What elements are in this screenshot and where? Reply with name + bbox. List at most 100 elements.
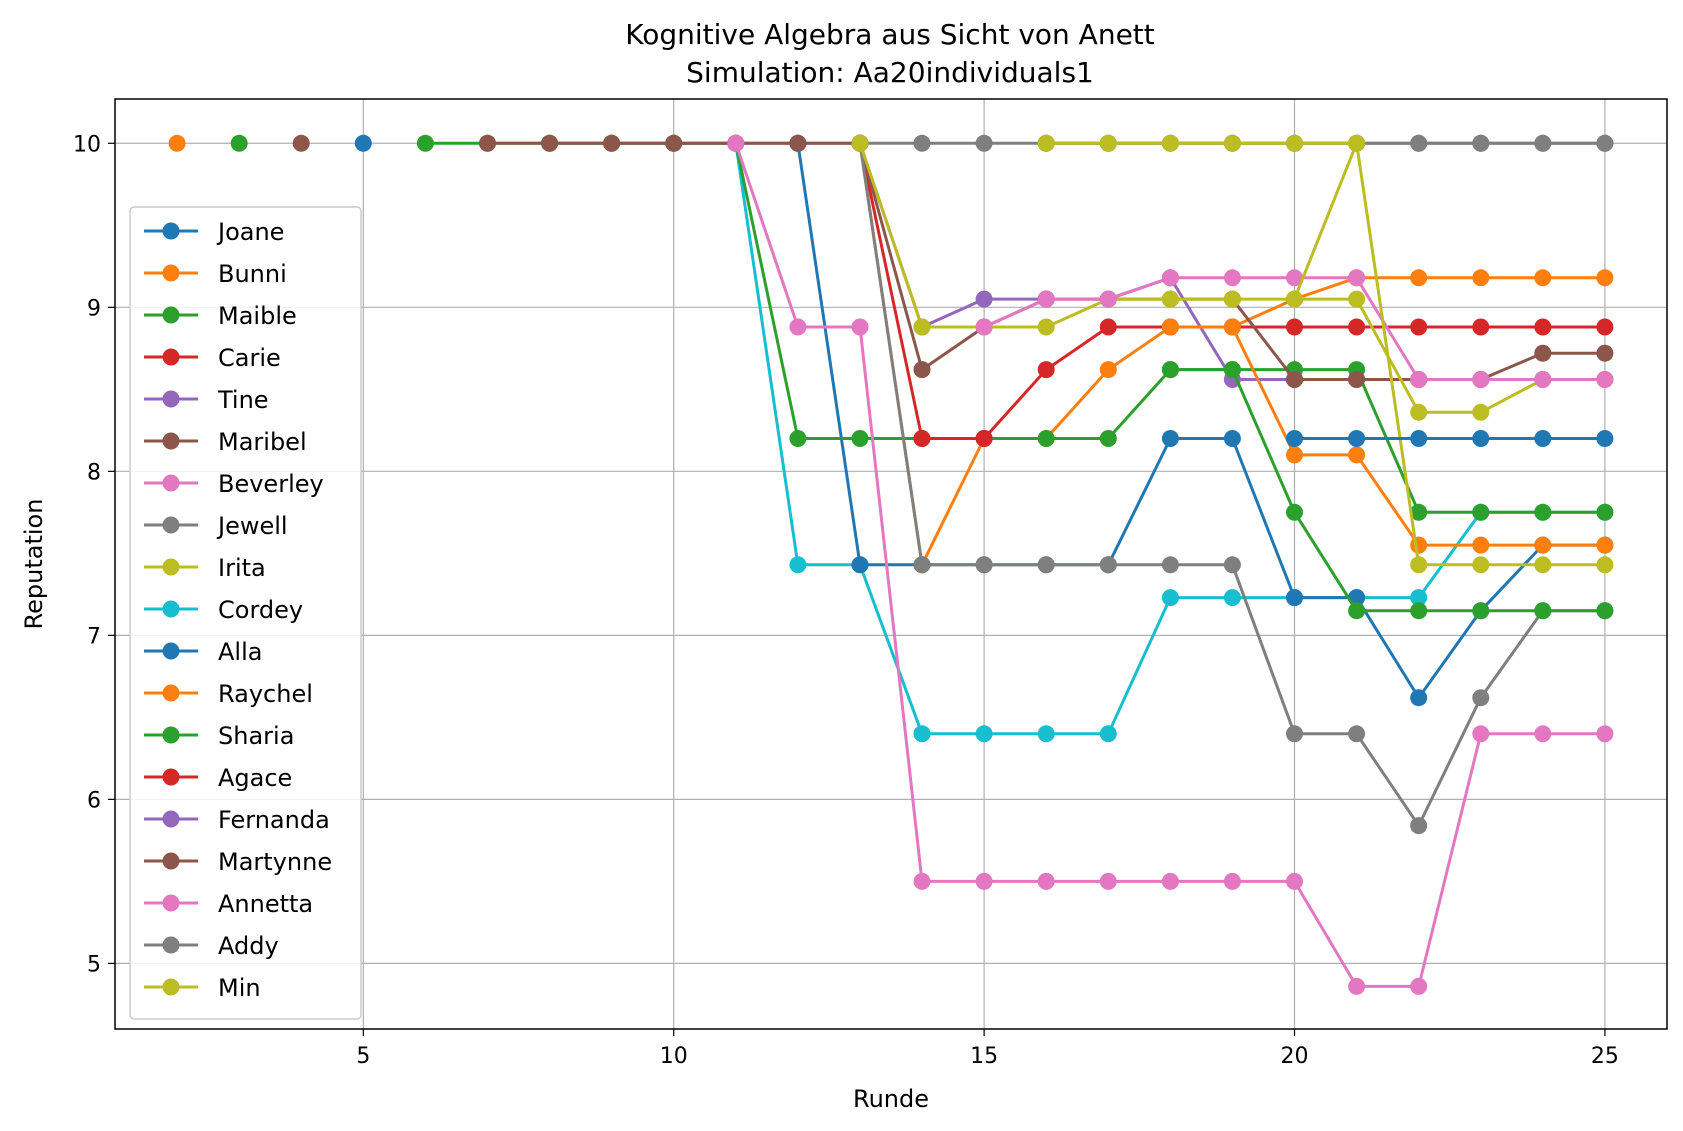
series-unlabeled-23 bbox=[1286, 430, 1614, 447]
data-point bbox=[1099, 430, 1117, 447]
data-point bbox=[1534, 556, 1552, 574]
data-point bbox=[975, 290, 993, 308]
data-point bbox=[789, 134, 807, 152]
data-point bbox=[789, 556, 807, 574]
data-point bbox=[1286, 725, 1303, 743]
legend-item: Bunni bbox=[144, 260, 287, 288]
data-point bbox=[975, 318, 993, 336]
legend: Joane Bunni Maible Carie Tine Maribel Beverley… bbox=[129, 206, 362, 1020]
data-point bbox=[1286, 446, 1303, 464]
legend-item: Annetta bbox=[144, 890, 313, 918]
legend-item: Fernanda bbox=[144, 806, 330, 834]
data-point bbox=[1348, 446, 1366, 464]
x-tick-label: 25 bbox=[1591, 1044, 1619, 1069]
legend-item: Raychel bbox=[144, 680, 313, 708]
data-point bbox=[1534, 269, 1552, 287]
data-point bbox=[1223, 361, 1241, 379]
y-tick-label: 8 bbox=[87, 460, 101, 485]
data-point bbox=[1410, 503, 1428, 521]
data-point bbox=[665, 134, 683, 152]
series-unlabeled-19 bbox=[1161, 361, 1614, 620]
data-point bbox=[1534, 725, 1552, 743]
data-point bbox=[1223, 290, 1241, 308]
legend-label: Joane bbox=[216, 218, 284, 246]
data-point bbox=[1161, 134, 1179, 152]
data-point bbox=[1099, 725, 1117, 743]
legend-swatch-marker bbox=[162, 348, 180, 366]
legend-swatch-marker bbox=[162, 264, 180, 282]
data-point bbox=[975, 872, 993, 890]
data-point bbox=[416, 134, 434, 152]
data-point bbox=[1472, 602, 1490, 620]
data-point bbox=[1410, 602, 1428, 620]
legend-item: Maible bbox=[144, 302, 297, 330]
legend-item: Maribel bbox=[144, 428, 307, 456]
x-tick-label: 5 bbox=[356, 1044, 370, 1069]
data-point bbox=[1223, 269, 1241, 287]
data-point bbox=[1286, 589, 1303, 607]
y-axis-label: Reputation bbox=[20, 499, 48, 630]
data-point bbox=[1099, 872, 1117, 890]
data-point bbox=[1534, 602, 1552, 620]
data-point bbox=[1410, 817, 1428, 835]
data-point bbox=[1037, 430, 1055, 447]
x-tick-label: 15 bbox=[970, 1044, 998, 1069]
series-unlabeled-22 bbox=[1286, 134, 1614, 574]
series-line bbox=[1293, 141, 1605, 567]
data-point bbox=[1596, 134, 1614, 152]
legend-item: Min bbox=[144, 974, 261, 1002]
plot-frame bbox=[114, 98, 1668, 1030]
series-bunni bbox=[168, 134, 186, 152]
y-tick-label: 9 bbox=[87, 296, 101, 321]
series-unlabeled-20 bbox=[1161, 318, 1614, 554]
legend-item: Cordey bbox=[144, 596, 303, 624]
data-point bbox=[1410, 318, 1428, 336]
data-point bbox=[1472, 503, 1490, 521]
legend-label: Cordey bbox=[218, 596, 303, 624]
data-point bbox=[1596, 556, 1614, 574]
legend-swatch-marker bbox=[162, 768, 180, 786]
data-point bbox=[292, 134, 310, 152]
data-point bbox=[975, 134, 993, 152]
legend-label: Martynne bbox=[218, 848, 332, 876]
data-point bbox=[1286, 269, 1303, 287]
data-point bbox=[1596, 503, 1614, 521]
legend-item: Sharia bbox=[144, 722, 294, 750]
data-point bbox=[1037, 872, 1055, 890]
legend-label: Maribel bbox=[218, 428, 307, 456]
legend-box bbox=[129, 206, 362, 1020]
data-point bbox=[1534, 134, 1552, 152]
series-layer bbox=[168, 134, 1614, 995]
legend-swatch-marker bbox=[162, 642, 180, 660]
data-point bbox=[1286, 503, 1303, 521]
legend-label: Beverley bbox=[218, 470, 324, 498]
data-point bbox=[789, 430, 807, 447]
data-point bbox=[789, 318, 807, 336]
legend-label: Min bbox=[218, 974, 261, 1002]
legend-swatch-marker bbox=[162, 558, 180, 576]
legend-item: Tine bbox=[144, 386, 269, 414]
data-point bbox=[1286, 318, 1303, 336]
legend-swatch-marker bbox=[162, 684, 180, 702]
data-point bbox=[1534, 344, 1552, 362]
y-tick-label: 6 bbox=[87, 788, 101, 813]
legend-swatch-marker bbox=[162, 894, 180, 912]
data-point bbox=[1099, 318, 1117, 336]
data-point bbox=[1596, 536, 1614, 554]
data-point bbox=[727, 134, 745, 152]
legend-label: Alla bbox=[218, 638, 262, 666]
legend-swatch-marker bbox=[162, 852, 180, 870]
legend-label: Fernanda bbox=[218, 806, 330, 834]
data-point bbox=[1161, 269, 1179, 287]
legend-swatch-marker bbox=[162, 390, 180, 408]
data-point bbox=[1534, 318, 1552, 336]
data-point bbox=[1037, 290, 1055, 308]
legend-label: Sharia bbox=[218, 722, 294, 750]
legend-label: Jewell bbox=[216, 512, 288, 540]
data-point bbox=[1161, 361, 1179, 379]
data-point bbox=[975, 556, 993, 574]
y-tick-label: 10 bbox=[73, 132, 101, 157]
x-tick-label: 20 bbox=[1281, 1044, 1309, 1069]
legend-item: Agace bbox=[144, 764, 292, 792]
data-point bbox=[1596, 725, 1614, 743]
